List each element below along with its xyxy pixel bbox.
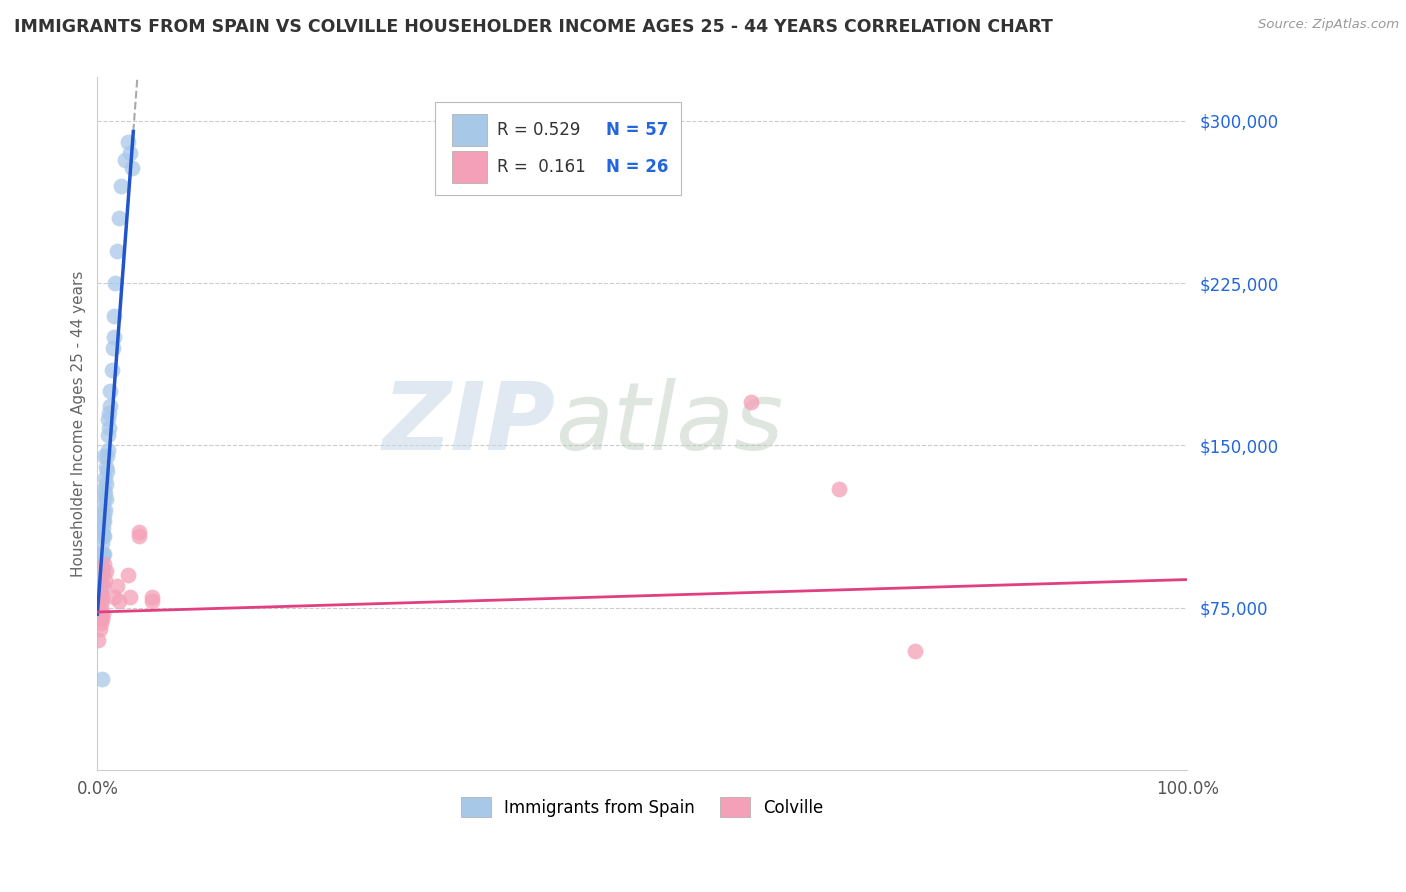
Point xyxy=(104,276,127,290)
Point xyxy=(114,153,136,167)
FancyBboxPatch shape xyxy=(451,151,486,183)
Point xyxy=(97,427,120,442)
Point xyxy=(110,178,132,193)
Point xyxy=(91,514,114,528)
Point xyxy=(91,579,114,593)
Point xyxy=(105,244,128,258)
Point xyxy=(90,600,112,615)
Point xyxy=(91,547,114,561)
Point xyxy=(98,421,121,435)
Point xyxy=(94,503,117,517)
Point xyxy=(740,395,762,409)
Point xyxy=(100,362,122,376)
Point xyxy=(97,412,120,426)
Point xyxy=(904,644,927,658)
Point xyxy=(90,553,112,567)
Point xyxy=(94,460,117,475)
Point xyxy=(94,477,117,491)
Point xyxy=(96,464,118,478)
Point xyxy=(89,585,111,599)
Point xyxy=(118,590,141,604)
Point xyxy=(90,611,112,625)
Text: Source: ZipAtlas.com: Source: ZipAtlas.com xyxy=(1258,18,1399,31)
Point xyxy=(103,309,125,323)
Point xyxy=(141,590,163,604)
Point xyxy=(827,482,849,496)
Point xyxy=(98,406,121,420)
Point xyxy=(93,508,115,522)
Point xyxy=(90,607,112,622)
Point xyxy=(91,503,114,517)
Y-axis label: Householder Income Ages 25 - 44 years: Householder Income Ages 25 - 44 years xyxy=(72,270,86,577)
Point xyxy=(90,524,112,539)
Text: atlas: atlas xyxy=(555,378,783,469)
Point xyxy=(89,564,111,578)
Point xyxy=(118,146,141,161)
Text: N = 26: N = 26 xyxy=(606,158,669,176)
Text: R =  0.161: R = 0.161 xyxy=(498,158,586,176)
Point xyxy=(91,520,114,534)
Point xyxy=(89,558,111,572)
Point xyxy=(103,590,125,604)
Point xyxy=(90,568,112,582)
Point xyxy=(100,384,122,399)
Point xyxy=(90,583,112,598)
Point xyxy=(93,492,115,507)
Point xyxy=(89,611,111,625)
Point xyxy=(93,449,115,463)
Point xyxy=(100,400,122,414)
Point xyxy=(90,615,112,630)
Point xyxy=(87,590,110,604)
Text: R = 0.529: R = 0.529 xyxy=(498,121,581,139)
Point xyxy=(117,136,139,150)
Point xyxy=(89,594,111,608)
Point xyxy=(94,486,117,500)
Point xyxy=(89,573,111,587)
Point xyxy=(105,579,128,593)
Point xyxy=(117,568,139,582)
Point xyxy=(90,594,112,608)
Point xyxy=(90,672,112,686)
Point xyxy=(90,550,112,565)
Point xyxy=(96,449,118,463)
Point xyxy=(87,633,110,648)
Point xyxy=(94,471,117,485)
Point xyxy=(94,573,117,587)
Point xyxy=(87,579,110,593)
Point xyxy=(94,564,117,578)
Text: IMMIGRANTS FROM SPAIN VS COLVILLE HOUSEHOLDER INCOME AGES 25 - 44 YEARS CORRELAT: IMMIGRANTS FROM SPAIN VS COLVILLE HOUSEH… xyxy=(14,18,1053,36)
Point xyxy=(108,211,131,226)
Text: ZIP: ZIP xyxy=(382,377,555,470)
Point xyxy=(93,529,115,543)
Point xyxy=(91,607,114,622)
Point xyxy=(90,590,112,604)
FancyBboxPatch shape xyxy=(436,102,681,195)
Point xyxy=(94,492,117,507)
Point xyxy=(93,547,115,561)
Point xyxy=(90,535,112,549)
Point xyxy=(141,594,163,608)
Point xyxy=(93,558,115,572)
Point xyxy=(91,529,114,543)
Point xyxy=(121,161,143,176)
Point xyxy=(93,514,115,528)
Legend: Immigrants from Spain, Colville: Immigrants from Spain, Colville xyxy=(454,790,831,824)
Point xyxy=(97,442,120,457)
Point xyxy=(90,547,112,561)
Point xyxy=(108,594,131,608)
Point xyxy=(103,330,125,344)
Point xyxy=(128,529,150,543)
Text: N = 57: N = 57 xyxy=(606,121,669,139)
Point xyxy=(90,574,112,589)
Point xyxy=(91,564,114,578)
Point xyxy=(93,482,115,496)
Point xyxy=(128,524,150,539)
Point xyxy=(89,623,111,637)
FancyBboxPatch shape xyxy=(451,114,486,146)
Point xyxy=(90,562,112,576)
Point xyxy=(101,341,124,355)
